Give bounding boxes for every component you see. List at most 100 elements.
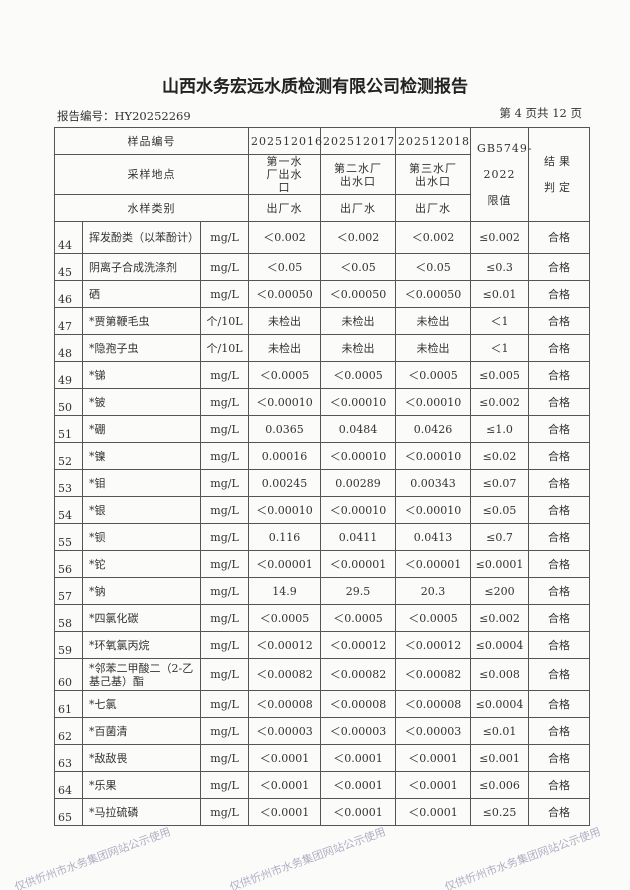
- row-number: 59: [54, 631, 83, 659]
- result: 合格: [528, 798, 591, 826]
- value: ＜0.00012: [248, 631, 322, 659]
- limit: ≤0.0001: [470, 550, 530, 578]
- report-title: 山西水务宏远水质检测有限公司检测报告: [162, 77, 468, 97]
- limit: ≤0.05: [470, 496, 530, 524]
- unit: mg/L: [199, 690, 250, 718]
- table-row: 49 *锑 mg/L ＜0.0005 ＜0.0005 ＜0.0005 ≤0.005 合格: [54, 361, 591, 389]
- value: ＜0.0001: [320, 744, 397, 772]
- value: ＜0.00050: [320, 280, 397, 308]
- value: 未检出: [395, 334, 472, 362]
- value: 29.5: [320, 577, 397, 605]
- limit-header: GB5749-2022 限值: [470, 127, 532, 222]
- unit: mg/L: [199, 361, 250, 389]
- value: ＜0.00010: [395, 442, 472, 470]
- limit: ＜1: [470, 307, 530, 335]
- value: 0.116: [248, 523, 322, 551]
- value: ＜0.00050: [248, 280, 322, 308]
- value: 未检出: [248, 334, 322, 362]
- unit: mg/L: [199, 469, 250, 497]
- value: 0.0426: [395, 415, 472, 443]
- value: ＜0.00001: [395, 550, 472, 578]
- value: ＜0.00001: [320, 550, 397, 578]
- value: 未检出: [248, 307, 322, 335]
- page-number: 第 4 页共 12 页: [499, 106, 582, 120]
- table-row: 48 *隐孢子虫 个/10L 未检出 未检出 未检出 ＜1 合格: [54, 334, 591, 362]
- location-label: 采样地点: [53, 154, 250, 195]
- value: ＜0.00050: [395, 280, 472, 308]
- value: ＜0.05: [248, 253, 322, 281]
- unit: mg/L: [199, 280, 250, 308]
- result: 合格: [528, 442, 591, 470]
- value: ＜0.0005: [395, 361, 472, 389]
- value: ＜0.05: [395, 253, 472, 281]
- table-row: 63 *敌敌畏 mg/L ＜0.0001 ＜0.0001 ＜0.0001 ≤0.001 合格: [54, 744, 591, 772]
- value: ＜0.00003: [248, 717, 322, 745]
- value: 14.9: [248, 577, 322, 605]
- limit: ≤200: [470, 577, 530, 605]
- value: 20.3: [395, 577, 472, 605]
- unit: mg/L: [199, 253, 250, 281]
- report-number: 报告编号：HY20252269: [57, 109, 191, 123]
- unit: mg/L: [199, 523, 250, 551]
- value: 0.00343: [395, 469, 472, 497]
- row-number: 61: [54, 690, 83, 718]
- value: 0.00016: [248, 442, 322, 470]
- water-type: 出厂水: [248, 194, 322, 222]
- value: ＜0.00082: [320, 658, 397, 691]
- item-name: *硼: [82, 415, 201, 443]
- unit: mg/L: [199, 496, 250, 524]
- value: ＜0.0005: [395, 604, 472, 632]
- unit: 个/10L: [199, 334, 250, 362]
- value: ＜0.00008: [248, 690, 322, 718]
- table-row: 44 挥发酚类（以苯酚计） mg/L ＜0.002 ＜0.002 ＜0.002 ≤0.002…: [54, 221, 591, 254]
- row-number: 45: [54, 253, 83, 281]
- value: ＜0.0001: [248, 744, 322, 772]
- result: 合格: [528, 550, 591, 578]
- limit: ≤0.3: [470, 253, 530, 281]
- value: 未检出: [395, 307, 472, 335]
- result: 合格: [528, 221, 591, 254]
- value: 未检出: [320, 334, 397, 362]
- unit: mg/L: [199, 550, 250, 578]
- result: 合格: [528, 577, 591, 605]
- value: ＜0.00010: [248, 496, 322, 524]
- unit: 个/10L: [199, 307, 250, 335]
- row-number: 63: [54, 744, 83, 772]
- item-name: *乐果: [82, 771, 201, 799]
- value: ＜0.00003: [320, 717, 397, 745]
- sample-no: 202512016: [248, 127, 322, 155]
- row-number: 48: [54, 334, 83, 362]
- table-row: 55 *钡 mg/L 0.116 0.0411 0.0413 ≤0.7 合格: [54, 523, 591, 551]
- result: 合格: [528, 717, 591, 745]
- limit: ＜1: [470, 334, 530, 362]
- item-name: *邻苯二甲酸二（2-乙基己基）酯: [82, 658, 201, 691]
- row-number: 65: [54, 798, 83, 826]
- result: 合格: [528, 388, 591, 416]
- item-name: *钼: [82, 469, 201, 497]
- value: ＜0.0001: [395, 744, 472, 772]
- table-row: 51 *硼 mg/L 0.0365 0.0484 0.0426 ≤1.0 合格: [54, 415, 591, 443]
- row-number: 54: [54, 496, 83, 524]
- limit: ≤0.0004: [470, 690, 530, 718]
- row-number: 46: [54, 280, 83, 308]
- unit: mg/L: [199, 415, 250, 443]
- value: ＜0.00003: [395, 717, 472, 745]
- table-row: 53 *钼 mg/L 0.00245 0.00289 0.00343 ≤0.07 合格: [54, 469, 591, 497]
- result: 合格: [528, 744, 591, 772]
- table-row: 52 *镍 mg/L 0.00016 ＜0.00010 ＜0.00010 ≤0.02 合格: [54, 442, 591, 470]
- location: 第二水厂出水口: [320, 154, 397, 195]
- value: ＜0.00010: [395, 496, 472, 524]
- row-number: 56: [54, 550, 83, 578]
- watermark-text: 仅供忻州市水务集团网站公示使用: [12, 825, 173, 890]
- value: 0.0484: [320, 415, 397, 443]
- water-type: 出厂水: [395, 194, 472, 222]
- result: 合格: [528, 631, 591, 659]
- limit: ≤0.7: [470, 523, 530, 551]
- result: 合格: [528, 496, 591, 524]
- result: 合格: [528, 690, 591, 718]
- value: ＜0.00012: [395, 631, 472, 659]
- unit: mg/L: [199, 717, 250, 745]
- value: ＜0.002: [395, 221, 472, 254]
- watermark-text: 仅供忻州市水务集团网站公示使用: [227, 825, 388, 890]
